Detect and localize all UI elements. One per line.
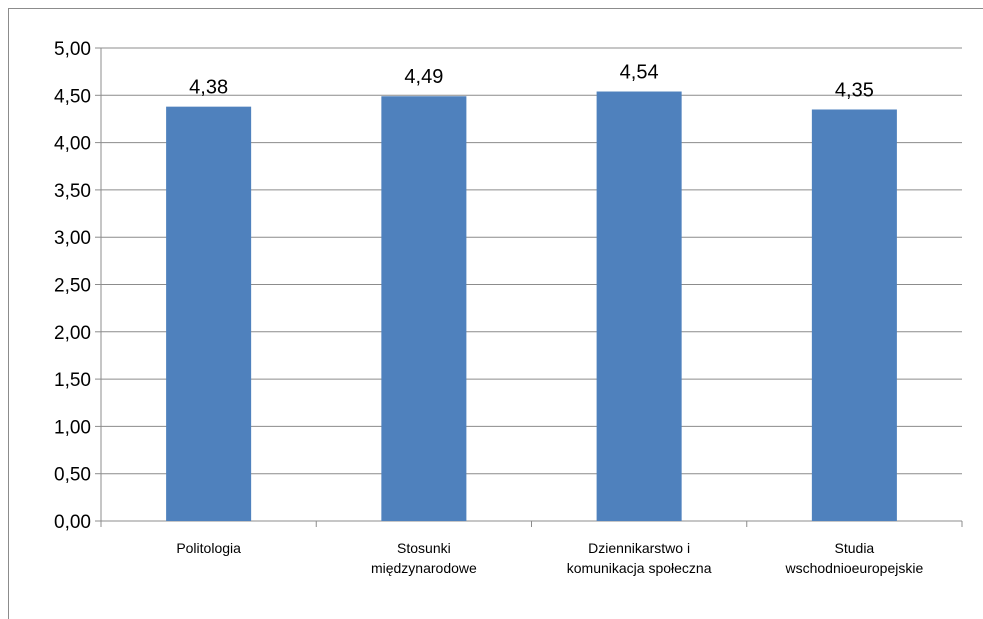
bar bbox=[596, 91, 682, 522]
data-label: 4,38 bbox=[189, 77, 228, 99]
bar bbox=[811, 109, 897, 522]
y-tick-label: 2,00 bbox=[54, 323, 91, 344]
y-tick-label: 1,00 bbox=[54, 417, 91, 438]
x-tick-label: międzynarodowe bbox=[371, 560, 477, 576]
bar bbox=[381, 96, 467, 521]
bar bbox=[166, 106, 252, 521]
y-tick-label: 4,50 bbox=[54, 86, 91, 107]
x-tick-label: wschodnioeuropejskie bbox=[784, 560, 923, 576]
x-tick-label: komunikacja społeczna bbox=[567, 560, 712, 576]
data-label: 4,49 bbox=[404, 66, 443, 88]
y-tick-label: 2,50 bbox=[54, 276, 91, 297]
x-tick-label: Politologia bbox=[176, 540, 241, 556]
y-tick-label: 0,00 bbox=[54, 512, 91, 533]
x-tick-label: Stosunki bbox=[397, 540, 451, 556]
y-tick-label: 4,00 bbox=[54, 134, 91, 155]
x-tick-label: Dziennikarstwo i bbox=[588, 540, 690, 556]
y-tick-label: 0,50 bbox=[54, 465, 91, 486]
y-tick-label: 3,00 bbox=[54, 228, 91, 249]
data-label: 4,54 bbox=[620, 62, 659, 84]
y-tick-label: 5,00 bbox=[54, 39, 91, 60]
x-tick-label: Studia bbox=[835, 540, 875, 556]
y-tick-label: 3,50 bbox=[54, 181, 91, 202]
y-tick-label: 1,50 bbox=[54, 370, 91, 391]
data-label: 4,35 bbox=[835, 79, 874, 101]
